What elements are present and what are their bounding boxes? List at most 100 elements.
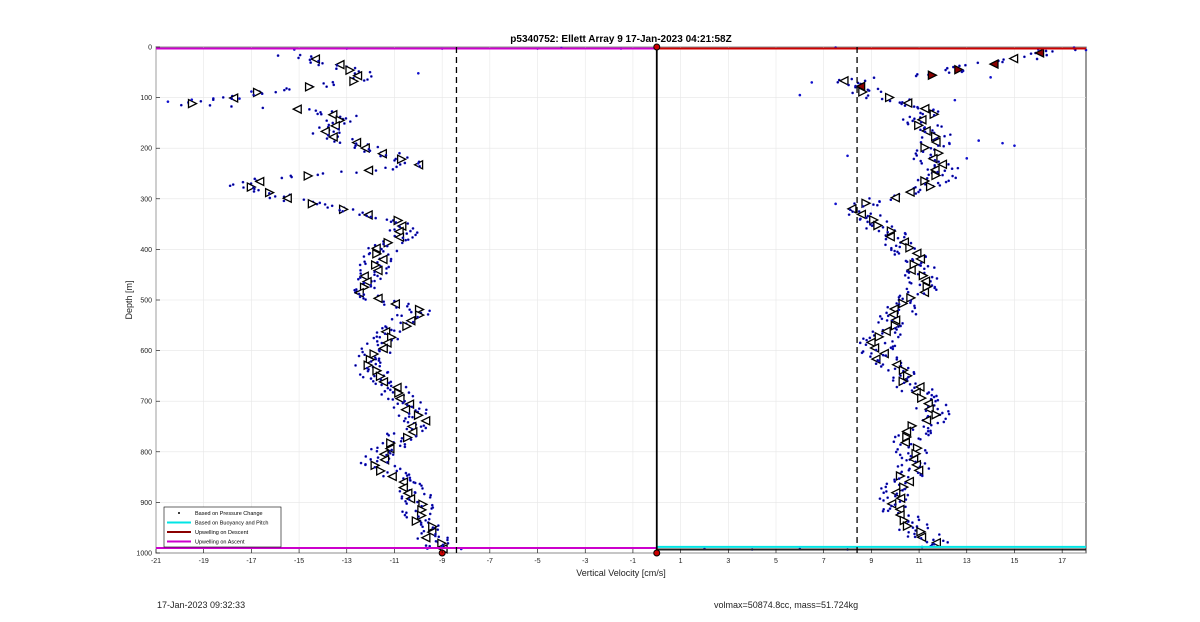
pressure-point — [877, 88, 879, 90]
pressure-point — [288, 88, 290, 90]
pressure-point — [898, 252, 900, 254]
pressure-point — [381, 327, 383, 329]
pressure-point — [376, 332, 378, 334]
pressure-point — [366, 343, 368, 345]
pressure-point — [405, 500, 407, 502]
x-tick-label: -15 — [294, 558, 304, 565]
pressure-point — [849, 209, 851, 211]
grid — [155, 46, 1086, 554]
triangle-marker — [920, 142, 931, 153]
x-tick-label: 13 — [963, 558, 971, 565]
pressure-point — [359, 374, 361, 376]
pressure-point — [419, 165, 421, 167]
pressure-point — [369, 150, 371, 152]
pressure-point — [862, 350, 864, 352]
pressure-point — [381, 393, 383, 395]
pressure-point — [908, 277, 910, 279]
pressure-point — [902, 489, 904, 491]
pressure-point — [957, 167, 959, 169]
triangle-marker — [936, 159, 948, 170]
pressure-point — [912, 259, 914, 261]
pressure-point — [927, 427, 929, 429]
pressure-point — [938, 534, 940, 536]
pressure-point — [885, 238, 887, 240]
triangle-marker — [400, 404, 411, 415]
pressure-point — [419, 483, 421, 485]
pressure-point — [894, 327, 896, 329]
pressure-point — [904, 488, 906, 490]
pressure-point — [408, 474, 410, 476]
pressure-point — [242, 186, 244, 188]
pressure-point — [865, 217, 867, 219]
pressure-point — [912, 120, 914, 122]
pressure-point — [917, 293, 919, 295]
triangle-marker — [902, 431, 913, 443]
y-tick-label: 0 — [148, 45, 152, 52]
x-tick-label: -3 — [582, 558, 588, 565]
pressure-point — [376, 340, 378, 342]
pressure-point — [894, 504, 896, 506]
pressure-point — [1036, 58, 1038, 60]
pressure-point — [394, 235, 396, 237]
pressure-point — [359, 214, 361, 216]
pressure-point — [913, 305, 915, 307]
y-tick-label: 800 — [140, 449, 152, 456]
pressure-point — [886, 319, 888, 321]
pressure-point — [894, 436, 896, 438]
pressure-point — [927, 265, 929, 267]
pressure-point — [405, 512, 407, 514]
pressure-point — [411, 416, 413, 418]
pressure-point — [887, 510, 889, 512]
pressure-point — [1074, 49, 1076, 51]
legend-label: Upwelling on Descent — [195, 530, 249, 536]
pressure-point — [915, 383, 917, 385]
pressure-point — [912, 429, 914, 431]
pressure-point — [931, 129, 933, 131]
pressure-point — [937, 422, 939, 424]
y-tick-label: 100 — [140, 95, 152, 102]
pressure-point — [390, 385, 392, 387]
pressure-point — [382, 442, 384, 444]
pressure-point — [360, 273, 362, 275]
triangle-marker — [420, 415, 431, 426]
triangle-marker — [874, 331, 885, 342]
pressure-point — [372, 380, 374, 382]
pressure-point — [901, 464, 903, 466]
x-axis-label: Vertical Velocity [cm/s] — [576, 568, 666, 578]
pressure-point — [890, 247, 892, 249]
pressure-point — [907, 494, 909, 496]
pressure-point — [209, 104, 211, 106]
pressure-point — [913, 373, 915, 375]
pressure-point — [358, 293, 360, 295]
pressure-point — [376, 460, 378, 462]
pressure-point — [875, 349, 877, 351]
pressure-point — [882, 510, 884, 512]
x-tick-label: -9 — [439, 558, 445, 565]
pressure-point — [907, 291, 909, 293]
pressure-point — [405, 239, 407, 241]
pressure-point — [366, 215, 368, 217]
pressure-point — [927, 527, 929, 529]
pressure-point — [890, 505, 892, 507]
pressure-point — [923, 293, 925, 295]
pressure-point — [881, 332, 883, 334]
pressure-point — [379, 365, 381, 367]
pressure-point — [896, 251, 898, 253]
pressure-point — [894, 250, 896, 252]
pressure-point — [401, 496, 403, 498]
pressure-point — [931, 544, 933, 546]
triangle-marker — [281, 193, 292, 204]
triangle-marker — [397, 482, 408, 493]
triangle-marker — [873, 220, 884, 231]
pressure-point — [380, 278, 382, 280]
pressure-point — [408, 416, 410, 418]
pressure-point — [370, 360, 372, 362]
pressure-point — [261, 93, 263, 95]
pressure-point — [910, 455, 912, 457]
triangle-marker — [407, 426, 418, 438]
y-tick-label: 600 — [140, 348, 152, 355]
pressure-point — [354, 72, 356, 74]
pressure-point — [902, 322, 904, 324]
pressure-point — [332, 122, 334, 124]
pressure-point — [914, 248, 916, 250]
